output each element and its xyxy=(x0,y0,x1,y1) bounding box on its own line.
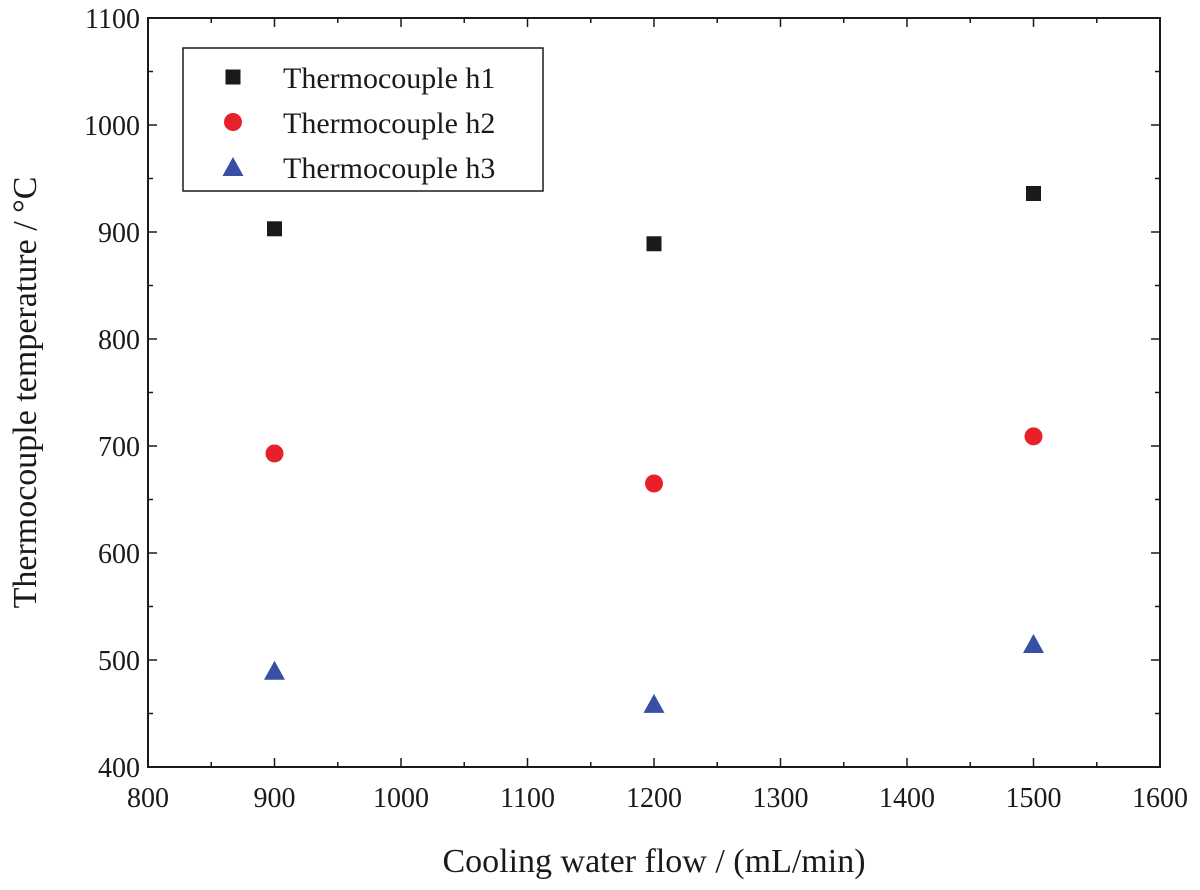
data-point-triangle xyxy=(643,693,665,713)
data-point-circle xyxy=(1024,427,1043,446)
data-point-circle xyxy=(645,474,663,493)
legend-label: Thermocouple h3 xyxy=(283,152,495,185)
legend-label: Thermocouple h2 xyxy=(283,107,495,140)
y-tick-label: 800 xyxy=(98,325,140,356)
x-tick-label: 1100 xyxy=(500,783,555,814)
x-tick-label: 800 xyxy=(127,783,169,814)
y-tick-label: 1100 xyxy=(85,4,140,35)
data-point-triangle xyxy=(1023,633,1044,653)
data-point-square xyxy=(1026,185,1041,201)
data-point-triangle xyxy=(264,660,285,680)
x-tick-label: 1400 xyxy=(879,783,935,814)
axes: 800 900 1000 1100 1200 1300 1400 1500 1600 400 500… xyxy=(84,4,1188,814)
y-tick-label: 1000 xyxy=(84,111,140,142)
data-marks xyxy=(264,185,1044,713)
data-point-circle xyxy=(265,444,284,463)
x-tick-label: 1300 xyxy=(753,783,809,814)
y-tick-label: 400 xyxy=(98,753,140,784)
x-tick-label: 1000 xyxy=(373,783,429,814)
x-tick-label: 900 xyxy=(254,783,296,814)
series-3 xyxy=(264,633,1044,713)
legend-box xyxy=(182,47,544,192)
y-tick-label: 900 xyxy=(98,218,140,249)
data-point-square xyxy=(267,221,282,237)
legend-marker-circle xyxy=(224,113,242,131)
x-tick-label: 1500 xyxy=(1006,783,1062,814)
series-2 xyxy=(265,427,1043,493)
x-axis-title: Cooling water flow / (mL/min) xyxy=(442,843,865,880)
y-axis-title: Thermocouple temperature / °C xyxy=(7,177,44,609)
series-1 xyxy=(267,185,1041,252)
legend: Thermocouple h1 Thermocouple h2 Thermocoup… xyxy=(182,47,544,192)
data-point-square xyxy=(646,236,662,252)
y-tick-label: 500 xyxy=(98,646,140,677)
x-tick-label: 1600 xyxy=(1132,783,1188,814)
legend-marker-triangle xyxy=(222,157,244,176)
y-tick-label: 600 xyxy=(98,539,140,570)
legend-label: Thermocouple h1 xyxy=(283,62,495,95)
y-tick-label: 700 xyxy=(98,432,140,463)
x-tick-label: 1200 xyxy=(626,783,682,814)
legend-marker-square xyxy=(225,69,241,85)
